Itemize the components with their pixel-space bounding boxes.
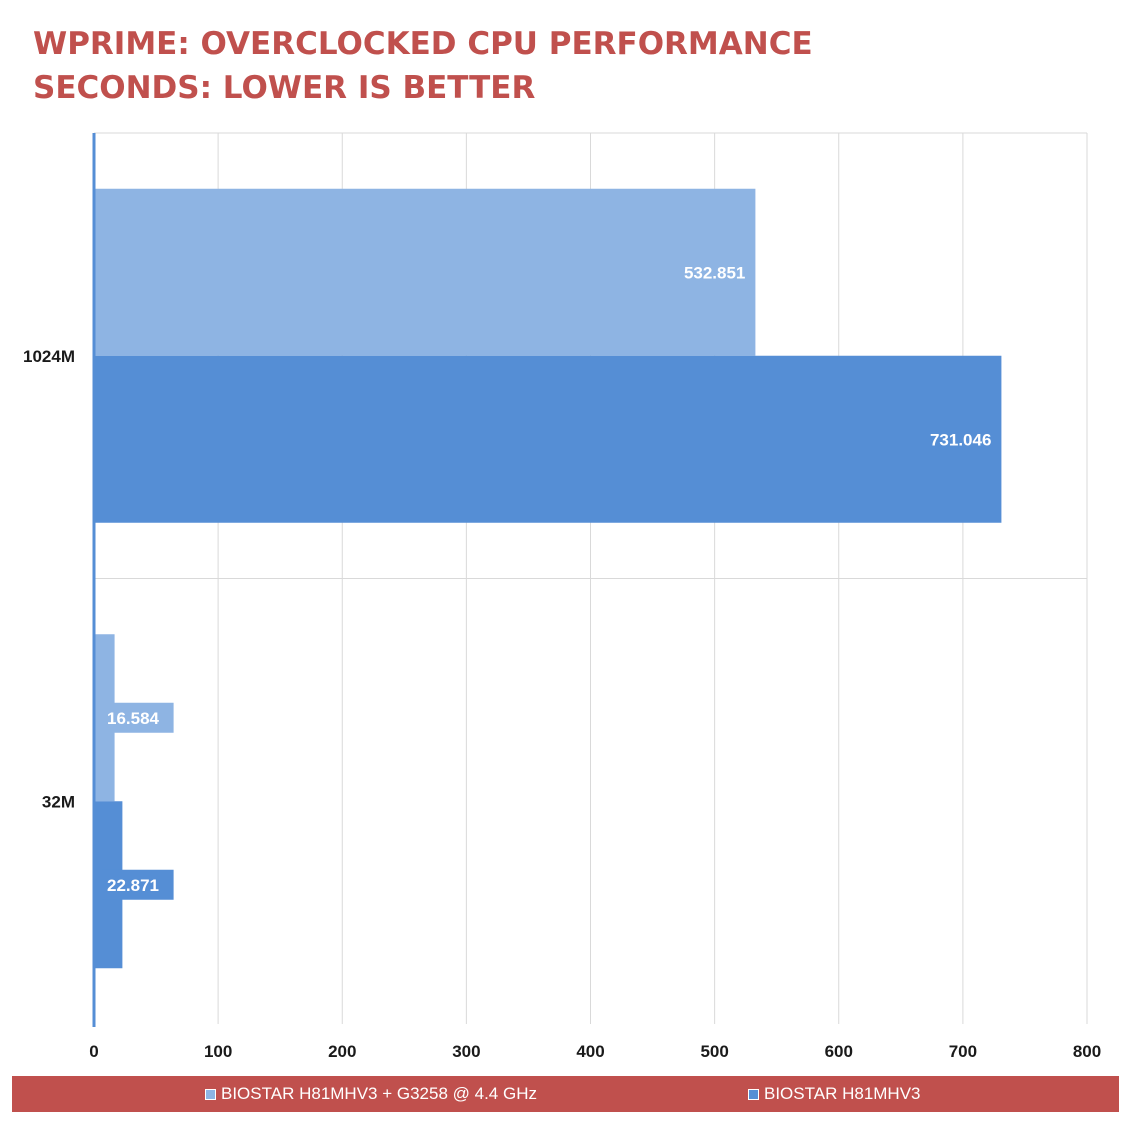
x-tick-label: 500 [700, 1042, 728, 1061]
x-tick-label: 0 [89, 1042, 98, 1061]
legend-item-overclocked: BIOSTAR H81MHV3 + G3258 @ 4.4 GHz [205, 1076, 537, 1112]
x-tick-label: 600 [825, 1042, 853, 1061]
legend-swatch-overclocked [205, 1088, 216, 1100]
x-tick-label: 200 [328, 1042, 356, 1061]
data-label-box [102, 702, 174, 733]
chart-title-block: WPRIME: OVERCLOCKED CPU PERFORMANCE SECO… [33, 22, 813, 110]
legend-label-stock: BIOSTAR H81MHV3 [764, 1084, 921, 1103]
bar [94, 188, 756, 356]
x-tick-label: 800 [1073, 1042, 1101, 1061]
chart-title: WPRIME: OVERCLOCKED CPU PERFORMANCE [33, 26, 813, 62]
legend-swatch-stock [748, 1088, 759, 1100]
x-tick-label: 400 [576, 1042, 604, 1061]
legend-label-overclocked: BIOSTAR H81MHV3 + G3258 @ 4.4 GHz [221, 1084, 537, 1103]
chart-legend: BIOSTAR H81MHV3 + G3258 @ 4.4 GHz BIOSTA… [12, 1076, 1119, 1112]
category-label: 1024M [23, 347, 75, 366]
data-label-box [102, 869, 174, 900]
category-label: 32M [42, 792, 75, 811]
data-label: 532.851 [684, 263, 745, 282]
x-tick-label: 100 [204, 1042, 232, 1061]
bar [94, 355, 1002, 523]
chart-subtitle: SECONDS: LOWER IS BETTER [33, 70, 536, 106]
data-label: 16.584 [107, 709, 160, 728]
data-label: 22.871 [107, 876, 159, 895]
x-tick-label: 300 [452, 1042, 480, 1061]
data-label: 731.046 [930, 430, 991, 449]
legend-item-stock: BIOSTAR H81MHV3 [748, 1076, 921, 1112]
x-tick-label: 700 [949, 1042, 977, 1061]
